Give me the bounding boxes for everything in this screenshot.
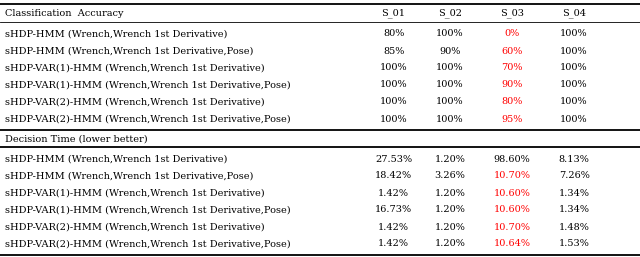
Text: 27.53%: 27.53% — [375, 154, 412, 163]
Text: 1.20%: 1.20% — [435, 223, 465, 232]
Text: 10.64%: 10.64% — [493, 240, 531, 249]
Text: 0%: 0% — [504, 30, 520, 39]
Text: sHDP-HMM (Wrench,Wrench 1st Derivative,Pose): sHDP-HMM (Wrench,Wrench 1st Derivative,P… — [5, 171, 253, 180]
Text: sHDP-VAR(1)-HMM (Wrench,Wrench 1st Derivative): sHDP-VAR(1)-HMM (Wrench,Wrench 1st Deriv… — [5, 63, 265, 72]
Text: 1.34%: 1.34% — [559, 188, 589, 197]
Text: 1.53%: 1.53% — [559, 240, 589, 249]
Text: sHDP-HMM (Wrench,Wrench 1st Derivative,Pose): sHDP-HMM (Wrench,Wrench 1st Derivative,P… — [5, 47, 253, 56]
Text: 100%: 100% — [436, 115, 464, 124]
Text: 100%: 100% — [436, 63, 464, 72]
Text: Classification  Accuracy: Classification Accuracy — [5, 8, 124, 17]
Text: 100%: 100% — [560, 97, 588, 106]
Text: S_04: S_04 — [562, 8, 586, 18]
Text: sHDP-VAR(2)-HMM (Wrench,Wrench 1st Derivative): sHDP-VAR(2)-HMM (Wrench,Wrench 1st Deriv… — [5, 97, 265, 106]
Text: 100%: 100% — [380, 80, 408, 89]
Text: 85%: 85% — [383, 47, 404, 56]
Text: sHDP-VAR(2)-HMM (Wrench,Wrench 1st Derivative): sHDP-VAR(2)-HMM (Wrench,Wrench 1st Deriv… — [5, 223, 265, 232]
Text: 1.42%: 1.42% — [378, 240, 409, 249]
Text: 98.60%: 98.60% — [493, 154, 531, 163]
Text: 16.73%: 16.73% — [375, 206, 412, 215]
Text: 80%: 80% — [383, 30, 404, 39]
Text: sHDP-HMM (Wrench,Wrench 1st Derivative): sHDP-HMM (Wrench,Wrench 1st Derivative) — [5, 154, 227, 163]
Text: S_02: S_02 — [438, 8, 462, 18]
Text: sHDP-VAR(1)-HMM (Wrench,Wrench 1st Derivative,Pose): sHDP-VAR(1)-HMM (Wrench,Wrench 1st Deriv… — [5, 206, 291, 215]
Text: 1.20%: 1.20% — [435, 154, 465, 163]
Text: 80%: 80% — [501, 97, 523, 106]
Text: sHDP-VAR(2)-HMM (Wrench,Wrench 1st Derivative,Pose): sHDP-VAR(2)-HMM (Wrench,Wrench 1st Deriv… — [5, 240, 291, 249]
Text: 1.20%: 1.20% — [435, 188, 465, 197]
Text: 100%: 100% — [560, 115, 588, 124]
Text: 10.60%: 10.60% — [493, 188, 531, 197]
Text: 1.48%: 1.48% — [559, 223, 589, 232]
Text: 100%: 100% — [380, 115, 408, 124]
Text: 60%: 60% — [501, 47, 523, 56]
Text: 100%: 100% — [436, 97, 464, 106]
Text: 18.42%: 18.42% — [375, 171, 412, 180]
Text: 10.70%: 10.70% — [493, 171, 531, 180]
Text: 8.13%: 8.13% — [559, 154, 589, 163]
Text: 1.42%: 1.42% — [378, 188, 409, 197]
Text: 90%: 90% — [439, 47, 461, 56]
Text: S_01: S_01 — [381, 8, 406, 18]
Text: 1.34%: 1.34% — [559, 206, 589, 215]
Text: 1.20%: 1.20% — [435, 206, 465, 215]
Text: 100%: 100% — [560, 80, 588, 89]
Text: 10.60%: 10.60% — [493, 206, 531, 215]
Text: 100%: 100% — [560, 63, 588, 72]
Text: 10.70%: 10.70% — [493, 223, 531, 232]
Text: sHDP-VAR(2)-HMM (Wrench,Wrench 1st Derivative,Pose): sHDP-VAR(2)-HMM (Wrench,Wrench 1st Deriv… — [5, 115, 291, 124]
Text: 100%: 100% — [560, 30, 588, 39]
Text: 100%: 100% — [436, 30, 464, 39]
Text: 70%: 70% — [501, 63, 523, 72]
Text: 1.20%: 1.20% — [435, 240, 465, 249]
Text: 7.26%: 7.26% — [559, 171, 589, 180]
Text: 3.26%: 3.26% — [435, 171, 465, 180]
Text: sHDP-HMM (Wrench,Wrench 1st Derivative): sHDP-HMM (Wrench,Wrench 1st Derivative) — [5, 30, 227, 39]
Text: sHDP-VAR(1)-HMM (Wrench,Wrench 1st Derivative): sHDP-VAR(1)-HMM (Wrench,Wrench 1st Deriv… — [5, 188, 265, 197]
Text: 95%: 95% — [501, 115, 523, 124]
Text: 90%: 90% — [501, 80, 523, 89]
Text: 1.42%: 1.42% — [378, 223, 409, 232]
Text: Decision Time (lower better): Decision Time (lower better) — [5, 134, 148, 143]
Text: 100%: 100% — [560, 47, 588, 56]
Text: 100%: 100% — [436, 80, 464, 89]
Text: sHDP-VAR(1)-HMM (Wrench,Wrench 1st Derivative,Pose): sHDP-VAR(1)-HMM (Wrench,Wrench 1st Deriv… — [5, 80, 291, 89]
Text: 100%: 100% — [380, 97, 408, 106]
Text: 100%: 100% — [380, 63, 408, 72]
Text: S_03: S_03 — [500, 8, 524, 18]
